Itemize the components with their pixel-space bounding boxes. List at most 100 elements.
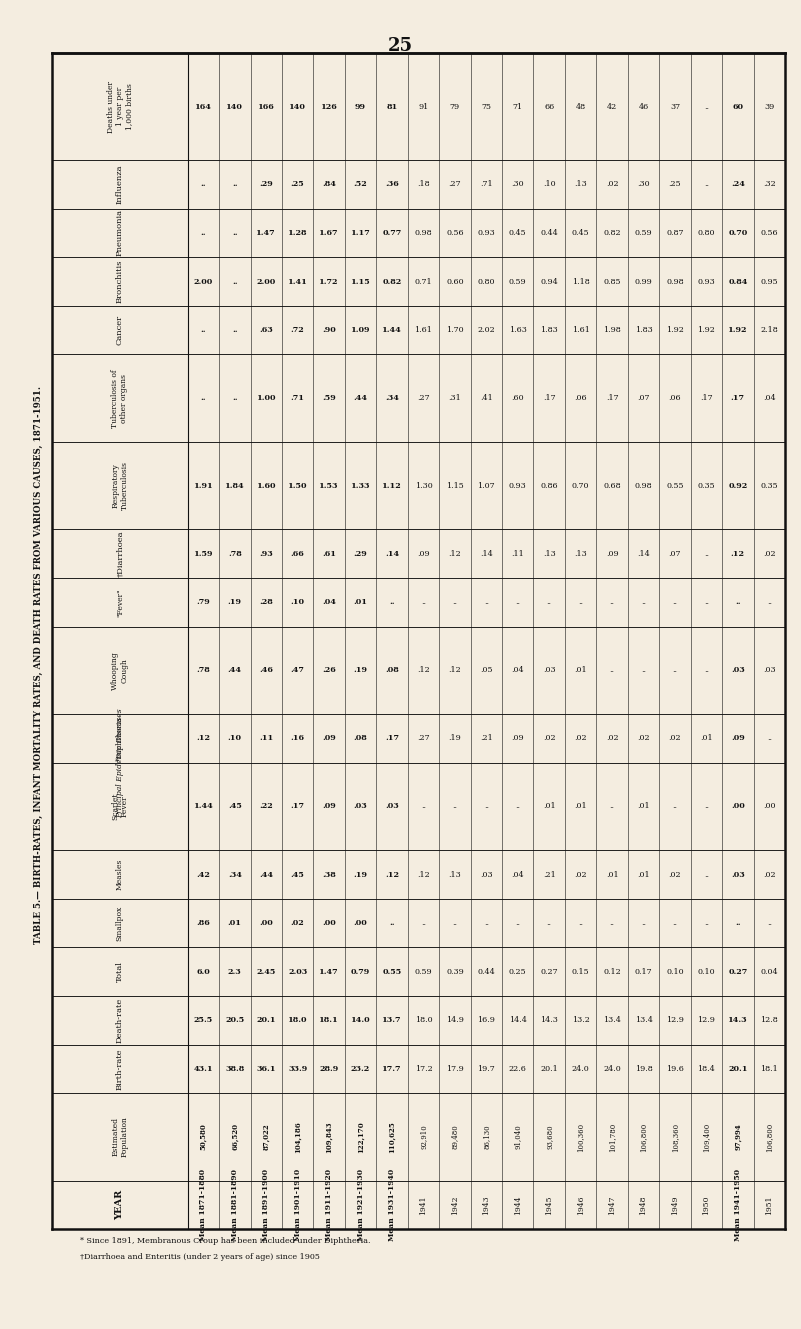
- Text: ..: ..: [232, 278, 238, 286]
- Text: 48: 48: [576, 102, 586, 110]
- Text: 38.8: 38.8: [225, 1065, 244, 1073]
- Text: 0.84: 0.84: [728, 278, 747, 286]
- Text: 1950: 1950: [702, 1195, 710, 1215]
- Text: 91: 91: [418, 102, 429, 110]
- Text: 0.95: 0.95: [760, 278, 778, 286]
- Text: ..: ..: [200, 181, 206, 189]
- Text: 1.84: 1.84: [225, 481, 244, 489]
- Text: 18.1: 18.1: [320, 1017, 339, 1025]
- Text: 2.45: 2.45: [256, 968, 276, 975]
- Text: 18.1: 18.1: [760, 1065, 778, 1073]
- Text: .61: .61: [322, 550, 336, 558]
- Text: .14: .14: [480, 550, 493, 558]
- Text: .11: .11: [511, 550, 524, 558]
- Text: .02: .02: [543, 735, 556, 743]
- Text: 23.2: 23.2: [351, 1065, 370, 1073]
- Text: .04: .04: [763, 395, 775, 403]
- Text: 1.91: 1.91: [194, 481, 213, 489]
- Text: 0.44: 0.44: [541, 229, 558, 237]
- Text: 1.00: 1.00: [256, 395, 276, 403]
- Text: 1.15: 1.15: [446, 481, 464, 489]
- Text: 1944: 1944: [513, 1195, 521, 1215]
- Text: 0.56: 0.56: [760, 229, 778, 237]
- Text: .00: .00: [731, 803, 745, 811]
- Text: 20.1: 20.1: [541, 1065, 558, 1073]
- Text: .18: .18: [417, 181, 430, 189]
- Text: 0.70: 0.70: [572, 481, 590, 489]
- Text: 109,843: 109,843: [325, 1122, 333, 1152]
- Text: .04: .04: [512, 870, 524, 878]
- Text: .01: .01: [700, 735, 713, 743]
- Text: .00: .00: [354, 920, 368, 928]
- Text: ..: ..: [767, 735, 771, 743]
- Text: .09: .09: [322, 735, 336, 743]
- Text: 42: 42: [607, 102, 618, 110]
- Text: .17: .17: [700, 395, 713, 403]
- Text: .02: .02: [606, 181, 618, 189]
- Text: 1942: 1942: [451, 1195, 459, 1215]
- Text: .19: .19: [353, 666, 368, 674]
- Text: 20.1: 20.1: [728, 1065, 747, 1073]
- Text: .02: .02: [638, 735, 650, 743]
- Text: .34: .34: [227, 870, 242, 878]
- Text: 1.98: 1.98: [603, 326, 621, 334]
- Text: .09: .09: [606, 550, 618, 558]
- Text: .17: .17: [731, 395, 745, 403]
- Text: 0.35: 0.35: [760, 481, 778, 489]
- Text: .03: .03: [385, 803, 399, 811]
- Text: 0.82: 0.82: [603, 229, 621, 237]
- Text: 0.98: 0.98: [634, 481, 652, 489]
- Text: .14: .14: [637, 550, 650, 558]
- Text: ..: ..: [421, 920, 426, 928]
- Text: ..: ..: [767, 920, 771, 928]
- Text: 1.92: 1.92: [666, 326, 684, 334]
- Text: 0.98: 0.98: [415, 229, 433, 237]
- Text: 104,186: 104,186: [294, 1122, 302, 1152]
- Text: .12: .12: [449, 550, 461, 558]
- Text: .90: .90: [322, 326, 336, 334]
- Text: ..: ..: [200, 326, 206, 334]
- Text: 0.85: 0.85: [603, 278, 621, 286]
- Text: .27: .27: [417, 735, 430, 743]
- Text: ..: ..: [704, 666, 709, 674]
- Text: .17: .17: [606, 395, 618, 403]
- Text: ..: ..: [610, 803, 614, 811]
- Text: Whooping
Cough: Whooping Cough: [111, 651, 128, 690]
- Text: *Diphtheria: *Diphtheria: [116, 716, 124, 762]
- Text: 140: 140: [289, 102, 306, 110]
- Text: Mean 1891-1900: Mean 1891-1900: [262, 1170, 270, 1241]
- Text: .41: .41: [480, 395, 493, 403]
- Text: 1.41: 1.41: [288, 278, 308, 286]
- Text: 24.0: 24.0: [572, 1065, 590, 1073]
- Text: †Diarrhoea: †Diarrhoea: [116, 530, 124, 577]
- Text: 0.80: 0.80: [698, 229, 715, 237]
- Text: 0.93: 0.93: [698, 278, 715, 286]
- Text: ..: ..: [484, 920, 489, 928]
- Text: Mean 1881-1890: Mean 1881-1890: [231, 1170, 239, 1241]
- Text: 17.7: 17.7: [382, 1065, 402, 1073]
- Text: .13: .13: [574, 550, 587, 558]
- Text: .06: .06: [669, 395, 682, 403]
- Text: 1.17: 1.17: [351, 229, 370, 237]
- Text: .60: .60: [512, 395, 524, 403]
- Text: .21: .21: [480, 735, 493, 743]
- Text: 0.59: 0.59: [415, 968, 433, 975]
- Text: ..: ..: [547, 598, 552, 606]
- Text: ..: ..: [735, 598, 741, 606]
- Text: .31: .31: [449, 395, 461, 403]
- Text: 1.61: 1.61: [572, 326, 590, 334]
- Text: .01: .01: [574, 666, 587, 674]
- Text: 1.44: 1.44: [194, 803, 213, 811]
- Text: ..: ..: [704, 803, 709, 811]
- Text: .72: .72: [291, 326, 304, 334]
- Text: .12: .12: [449, 666, 461, 674]
- Text: 0.59: 0.59: [509, 278, 526, 286]
- Text: 28.9: 28.9: [320, 1065, 339, 1073]
- Text: .25: .25: [291, 181, 304, 189]
- Text: .71: .71: [480, 181, 493, 189]
- Text: ..: ..: [200, 229, 206, 237]
- Text: 0.45: 0.45: [572, 229, 590, 237]
- Text: .79: .79: [196, 598, 210, 606]
- Text: .09: .09: [417, 550, 430, 558]
- Text: 0.17: 0.17: [634, 968, 652, 975]
